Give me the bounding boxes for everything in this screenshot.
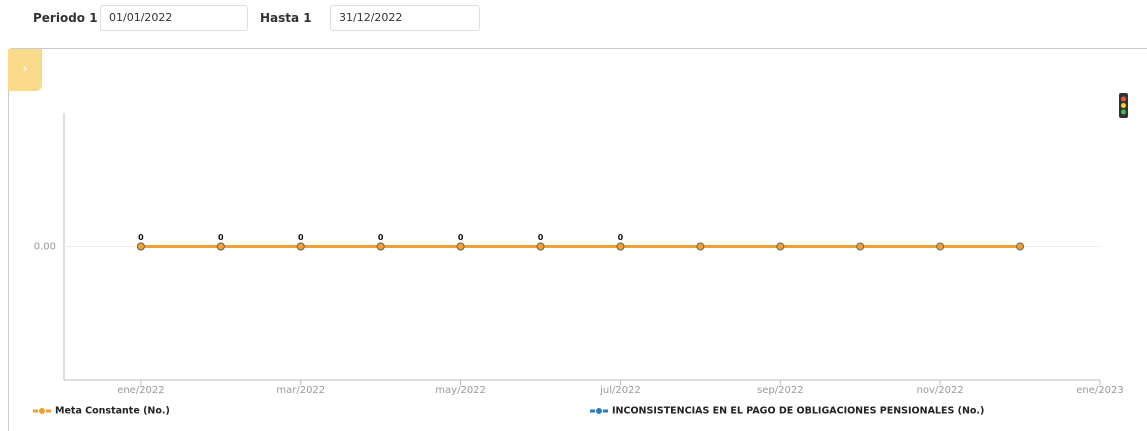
data-point (776, 242, 785, 251)
data-point (936, 242, 945, 251)
x-tick-label: ene/2023 (1076, 385, 1123, 396)
x-tick-label: sep/2022 (757, 385, 804, 396)
x-tick-label: ene/2022 (117, 385, 164, 396)
data-point (296, 242, 305, 251)
data-label: 0 (138, 233, 144, 242)
data-point (456, 242, 465, 251)
period-label: Periodo 1 (33, 11, 98, 25)
end-date-input[interactable]: 31/12/2022 (330, 5, 480, 31)
data-label: 0 (218, 233, 224, 242)
data-label: 0 (298, 233, 304, 242)
data-label: 0 (618, 233, 624, 242)
x-tick-label: mar/2022 (276, 385, 325, 396)
x-tick-label: jul/2022 (599, 385, 641, 396)
until-label: Hasta 1 (260, 11, 312, 25)
data-point (856, 242, 865, 251)
x-tick-label: may/2022 (435, 385, 486, 396)
data-point (136, 242, 145, 251)
x-tick-label: nov/2022 (917, 385, 964, 396)
legend-swatch-dot (38, 407, 46, 415)
data-point (216, 242, 225, 251)
legend-swatch-dot (595, 407, 603, 415)
start-date-input[interactable]: 01/01/2022 (100, 5, 248, 31)
data-label: 0 (378, 233, 384, 242)
legend-label: Meta Constante (No.) (55, 406, 170, 417)
legend-label: INCONSISTENCIAS EN EL PAGO DE OBLIGACION… (612, 406, 984, 417)
data-label: 0 (538, 233, 544, 242)
data-point (696, 242, 705, 251)
data-point (536, 242, 545, 251)
data-point (376, 242, 385, 251)
traffic-light-icon[interactable] (1119, 93, 1128, 118)
expand-button[interactable]: › (8, 49, 42, 91)
y-tick-label: 0.00 (34, 242, 56, 253)
data-label: 0 (458, 233, 464, 242)
chart-panel (8, 48, 1147, 431)
data-point (616, 242, 625, 251)
data-point (1016, 242, 1025, 251)
